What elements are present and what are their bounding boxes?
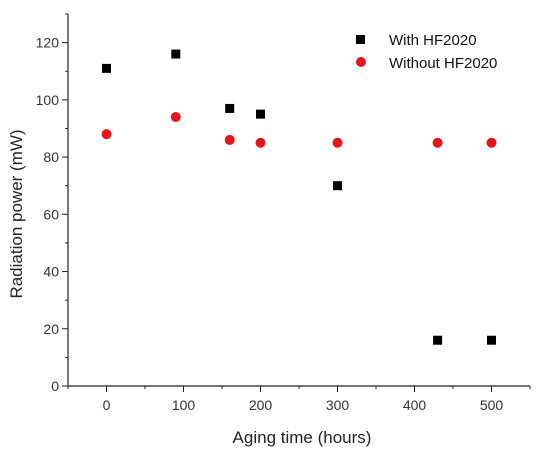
point-series-0 xyxy=(171,49,181,59)
y-tick-label: 60 xyxy=(43,206,59,222)
point-series-0 xyxy=(256,109,265,119)
x-tick-label: 200 xyxy=(249,397,273,413)
y-axis-title: Radiation power (mW) xyxy=(7,129,26,298)
x-tick-label: 500 xyxy=(480,397,504,413)
point-series-0 xyxy=(433,335,443,345)
point-series-0 xyxy=(225,103,235,113)
point-series-1 xyxy=(486,137,497,148)
x-axis-title: Aging time (hours) xyxy=(233,428,372,447)
point-series-0 xyxy=(333,181,342,191)
legend-label-series-1: Without HF2020 xyxy=(389,55,497,72)
y-tick-label: 80 xyxy=(43,149,59,165)
y-tick-label: 40 xyxy=(43,264,59,280)
legend: With HF2020 Without HF2020 xyxy=(356,32,497,72)
y-tick-label: 20 xyxy=(43,321,59,337)
point-series-1 xyxy=(332,137,343,148)
x-tick-label: 400 xyxy=(403,397,427,413)
legend-marker-series-1 xyxy=(356,57,366,67)
x-tick-label: 0 xyxy=(103,397,111,413)
point-series-0 xyxy=(487,335,496,345)
y-tick-label: 120 xyxy=(36,35,60,51)
point-series-1 xyxy=(170,112,181,123)
point-series-1 xyxy=(255,137,266,148)
point-series-1 xyxy=(432,137,443,148)
x-tick-label: 100 xyxy=(172,397,196,413)
point-series-1 xyxy=(101,129,112,140)
ticks-layer: 0 20 40 60 80 100 120 0 100 200 300 400 500 xyxy=(36,13,531,413)
legend-marker-series-0 xyxy=(356,35,365,44)
point-series-1 xyxy=(224,134,235,145)
x-tick-label: 300 xyxy=(326,397,350,413)
point-series-0 xyxy=(102,63,111,73)
y-tick-label: 0 xyxy=(51,378,59,394)
legend-label-series-0: With HF2020 xyxy=(389,32,477,49)
y-tick-label: 100 xyxy=(36,92,60,108)
marks-layer xyxy=(101,49,497,345)
